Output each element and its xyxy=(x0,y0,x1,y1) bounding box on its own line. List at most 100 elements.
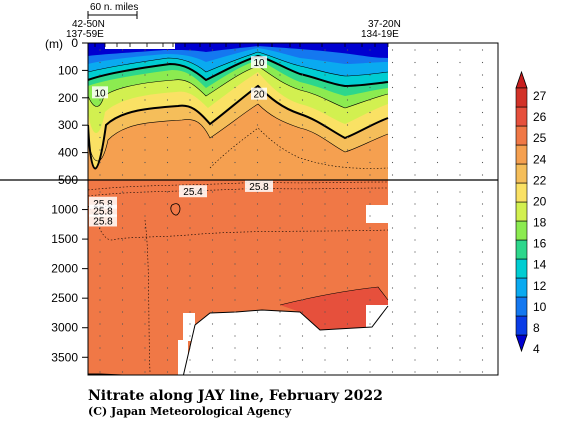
colorbar-segment xyxy=(515,258,528,279)
sample-point xyxy=(99,49,101,51)
contour-label-bg xyxy=(251,87,267,100)
sample-point xyxy=(234,347,236,349)
sample-point xyxy=(256,359,259,361)
y-tick-label: 300 xyxy=(58,118,78,132)
sample-point xyxy=(301,299,304,301)
sample-point xyxy=(481,311,484,313)
sample-point xyxy=(369,61,371,64)
sample-point xyxy=(234,203,236,205)
sample-point xyxy=(166,174,169,176)
sample-point xyxy=(481,323,484,325)
sample-point xyxy=(391,287,394,289)
sample-point xyxy=(99,275,101,277)
sample-point xyxy=(211,311,214,313)
sample-point xyxy=(369,263,371,265)
colorbar-tick-label: 18 xyxy=(533,216,547,230)
sample-point xyxy=(211,347,214,349)
sample-point xyxy=(301,86,304,89)
sample-point xyxy=(166,124,169,126)
sample-point xyxy=(211,49,214,51)
sample-point xyxy=(166,239,169,241)
sample-point xyxy=(189,263,191,265)
sample-point xyxy=(99,371,101,373)
sample-point xyxy=(369,74,371,76)
sample-point xyxy=(166,191,169,193)
sample-point xyxy=(324,215,326,217)
sample-point xyxy=(436,49,439,51)
colorbar: 4 8 10 12 14 16 18 20 22 24 25 26 27 xyxy=(515,70,547,356)
colorbar-segment xyxy=(515,296,528,317)
sample-point xyxy=(346,215,349,217)
sample-point xyxy=(301,49,304,51)
sample-point xyxy=(436,86,439,89)
contour-label-bg xyxy=(251,56,267,69)
sample-point xyxy=(256,299,259,301)
sample-point xyxy=(166,359,169,361)
sample-point xyxy=(459,161,461,164)
sample-point xyxy=(414,86,416,89)
sample-point xyxy=(436,239,439,241)
sample-point xyxy=(121,191,124,193)
sample-point xyxy=(166,149,169,151)
sample-point xyxy=(189,251,191,253)
colorbar-tick-label: 22 xyxy=(533,173,547,187)
gap-left-step-a xyxy=(178,340,188,375)
y-tick-label: 0 xyxy=(71,36,78,50)
sample-point xyxy=(391,263,394,265)
colorbar-tick-label: 8 xyxy=(533,321,540,335)
colorbar-segment xyxy=(515,220,528,241)
sample-point xyxy=(436,227,439,229)
sample-point xyxy=(346,49,349,51)
sample-point xyxy=(459,371,461,373)
sample-point xyxy=(166,86,169,89)
sample-point xyxy=(166,161,169,164)
sample-point xyxy=(391,215,394,217)
sample-point xyxy=(391,174,394,176)
sample-point xyxy=(121,275,124,277)
sample-point xyxy=(279,174,281,176)
sample-point xyxy=(436,335,439,337)
sample-point xyxy=(256,74,259,76)
sample-point xyxy=(144,99,146,101)
sample-point xyxy=(391,99,394,101)
sample-point xyxy=(324,275,326,277)
sample-point xyxy=(391,227,394,229)
sample-point xyxy=(459,251,461,253)
sample-point xyxy=(481,124,484,126)
sample-point xyxy=(301,61,304,64)
sample-point xyxy=(391,191,394,193)
sample-point xyxy=(234,239,236,241)
sample-point xyxy=(414,371,416,373)
sample-point xyxy=(256,275,259,277)
sample-point xyxy=(166,203,169,205)
sample-point xyxy=(414,174,416,176)
sample-point xyxy=(369,371,371,373)
sample-point xyxy=(459,136,461,139)
scale-bar: 60 n. miles xyxy=(87,2,138,19)
sample-point xyxy=(301,347,304,349)
scale-bar-label: 60 n. miles xyxy=(90,2,138,13)
sample-point xyxy=(301,371,304,373)
sample-point xyxy=(144,191,146,193)
sample-point xyxy=(256,111,259,114)
sample-point xyxy=(414,275,416,277)
sample-point xyxy=(166,99,169,101)
contour-label: 10 xyxy=(94,88,106,99)
sample-point xyxy=(391,275,394,277)
gap-deep-right xyxy=(366,305,388,331)
sample-point xyxy=(256,174,259,176)
sample-point xyxy=(369,311,371,313)
sample-point xyxy=(391,74,394,76)
y-tick-label: 200 xyxy=(58,91,78,105)
sample-point xyxy=(436,287,439,289)
sample-point xyxy=(324,203,326,205)
sample-point xyxy=(279,161,281,164)
colorbar-tick-label: 27 xyxy=(533,89,547,103)
contour-25-8-a xyxy=(88,181,389,191)
sample-point xyxy=(211,299,214,301)
sample-point xyxy=(369,227,371,229)
sample-point xyxy=(346,61,349,64)
sample-point xyxy=(301,203,304,205)
sample-point xyxy=(436,251,439,253)
